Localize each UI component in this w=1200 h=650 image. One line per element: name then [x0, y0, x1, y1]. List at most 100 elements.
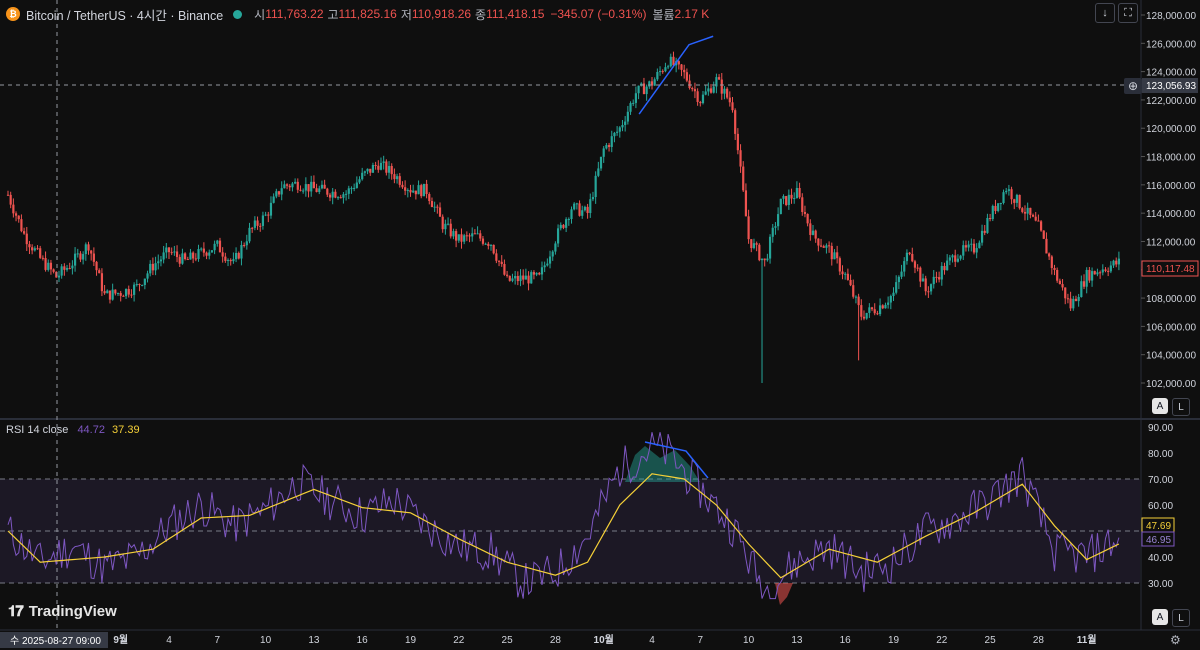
high-label: 고	[327, 7, 339, 22]
rsi-trend-line	[644, 441, 709, 479]
time-tick-label: 22	[453, 635, 465, 646]
candle-body	[1031, 214, 1035, 217]
candle-body	[73, 253, 77, 266]
candle-body	[194, 258, 197, 260]
candle-body	[272, 196, 275, 203]
candle-body	[334, 191, 337, 198]
candle-body	[114, 289, 117, 294]
candle-body	[911, 253, 914, 262]
time-tick-label: 22	[936, 635, 948, 646]
candle-body	[734, 110, 737, 134]
candle-body	[369, 168, 372, 173]
candle-body	[1018, 194, 1021, 209]
candle-body	[997, 203, 1000, 211]
candle-body	[530, 272, 533, 284]
candle-body	[387, 165, 391, 173]
tradingview-icon: 𝟏𝟕	[8, 603, 24, 620]
candle-body	[1026, 207, 1029, 214]
candle-body	[1088, 269, 1091, 281]
log-scale-button[interactable]: L	[1172, 398, 1190, 416]
candle-body	[111, 289, 114, 300]
rsi-tick-label: 90.00	[1148, 423, 1173, 434]
candle-body	[449, 223, 452, 237]
time-tick-label: 10월	[594, 634, 614, 646]
candle-body	[44, 258, 47, 270]
rsi-name: RSI 14 close	[6, 424, 69, 436]
candle-body	[535, 272, 538, 275]
low-value: 110,918.26	[411, 7, 472, 21]
candle-body	[1029, 207, 1032, 215]
candle-body	[218, 240, 222, 253]
candle-body	[1061, 284, 1064, 288]
candle-body	[385, 161, 388, 173]
fullscreen-icon[interactable]: ⛶	[1118, 3, 1138, 23]
candle-body	[1112, 260, 1115, 266]
candle-body	[460, 234, 463, 242]
candle-body	[667, 66, 670, 68]
candle-body	[540, 267, 544, 275]
candle-body	[683, 69, 686, 73]
candle-body	[1093, 271, 1096, 275]
candle-body	[326, 188, 329, 195]
candle-body	[538, 272, 541, 275]
candle-body	[210, 250, 214, 253]
candle-body	[159, 259, 163, 262]
candle-body	[473, 233, 476, 235]
candle-body	[71, 265, 74, 269]
candle-body	[999, 203, 1002, 205]
symbol-title[interactable]: Bitcoin / TetherUS · 4시간 · Binance	[26, 8, 224, 23]
candle-body	[1002, 192, 1005, 204]
rsi-auto-scale-button[interactable]: A	[1152, 609, 1168, 625]
candle-body	[862, 316, 866, 319]
rsi-badge-label: 46.95	[1146, 535, 1171, 546]
candle-body	[645, 86, 648, 95]
candle-body	[723, 88, 726, 94]
candle-body	[457, 234, 460, 241]
candle-body	[656, 71, 659, 80]
crosshair-date-label: 수 2025-08-27 09:00	[10, 635, 101, 647]
candle-body	[967, 244, 970, 248]
candle-body	[546, 263, 549, 266]
candle-body	[151, 263, 154, 271]
candle-body	[717, 77, 721, 80]
candle-body	[519, 275, 522, 282]
candle-body	[913, 261, 917, 268]
candle-body	[994, 205, 997, 211]
candle-body	[226, 259, 230, 261]
candle-body	[1053, 267, 1056, 270]
candle-body	[806, 213, 809, 224]
candle-body	[108, 290, 112, 300]
candle-body	[597, 168, 600, 176]
candle-body	[1077, 296, 1080, 302]
rsi-ma-value: 37.39	[112, 424, 140, 436]
candle-body	[570, 209, 573, 220]
candle-body	[175, 251, 179, 258]
candle-body	[532, 272, 536, 275]
candle-body	[130, 294, 133, 296]
candle-body	[197, 249, 200, 260]
crosshair-date-badge	[0, 632, 108, 648]
candle-body	[1096, 272, 1099, 275]
download-icon[interactable]: ↓	[1095, 3, 1115, 23]
candle-body	[259, 225, 262, 227]
candle-body	[1117, 258, 1120, 265]
candle-body	[320, 184, 324, 189]
candle-body	[65, 268, 69, 270]
candle-body	[261, 215, 265, 226]
auto-scale-button[interactable]: A	[1152, 398, 1168, 414]
candle-body	[12, 204, 15, 214]
candle-body	[267, 214, 270, 216]
candle-body	[964, 245, 968, 248]
rsi-tick-label: 30.00	[1148, 579, 1173, 590]
candle-body	[178, 257, 181, 264]
price-tick-label: 106,000.00	[1146, 322, 1196, 333]
candle-body	[167, 247, 171, 253]
candle-body	[677, 61, 680, 65]
candle-body	[417, 185, 420, 195]
candle-body	[648, 81, 651, 87]
rsi-log-scale-button[interactable]: L	[1172, 609, 1190, 627]
candle-body	[379, 162, 383, 170]
volume-value: 2.17 K	[674, 7, 710, 21]
candle-body	[127, 288, 130, 295]
